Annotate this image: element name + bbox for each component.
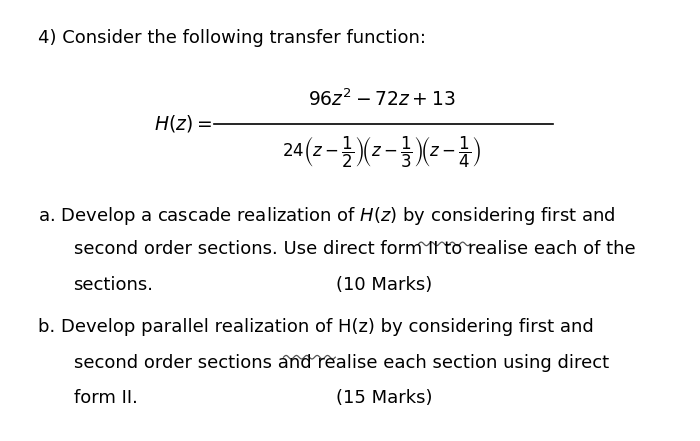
Text: b. Develop parallel realization of H(z) by considering first and: b. Develop parallel realization of H(z) … bbox=[38, 318, 594, 336]
Text: (10 Marks): (10 Marks) bbox=[336, 276, 433, 294]
Text: $24\left(z - \dfrac{1}{2}\right)\!\left(z - \dfrac{1}{3}\right)\!\left(z - \dfra: $24\left(z - \dfrac{1}{2}\right)\!\left(… bbox=[282, 135, 481, 170]
Text: form II.: form II. bbox=[74, 389, 137, 407]
Text: 4) Consider the following transfer function:: 4) Consider the following transfer funct… bbox=[38, 29, 426, 47]
Text: second order sections. Use direct form II to realise each of the: second order sections. Use direct form I… bbox=[74, 240, 635, 258]
Text: $H(z) =$: $H(z) =$ bbox=[154, 113, 212, 134]
Text: a. Develop a cascade realization of $H(z)$ by considering first and: a. Develop a cascade realization of $H(z… bbox=[38, 205, 616, 227]
Text: second order sections and realise each section using direct: second order sections and realise each s… bbox=[74, 354, 608, 372]
Text: (15 Marks): (15 Marks) bbox=[336, 389, 433, 407]
Text: sections.: sections. bbox=[74, 276, 153, 294]
Text: $96z^2 - 72z + 13$: $96z^2 - 72z + 13$ bbox=[308, 89, 455, 110]
